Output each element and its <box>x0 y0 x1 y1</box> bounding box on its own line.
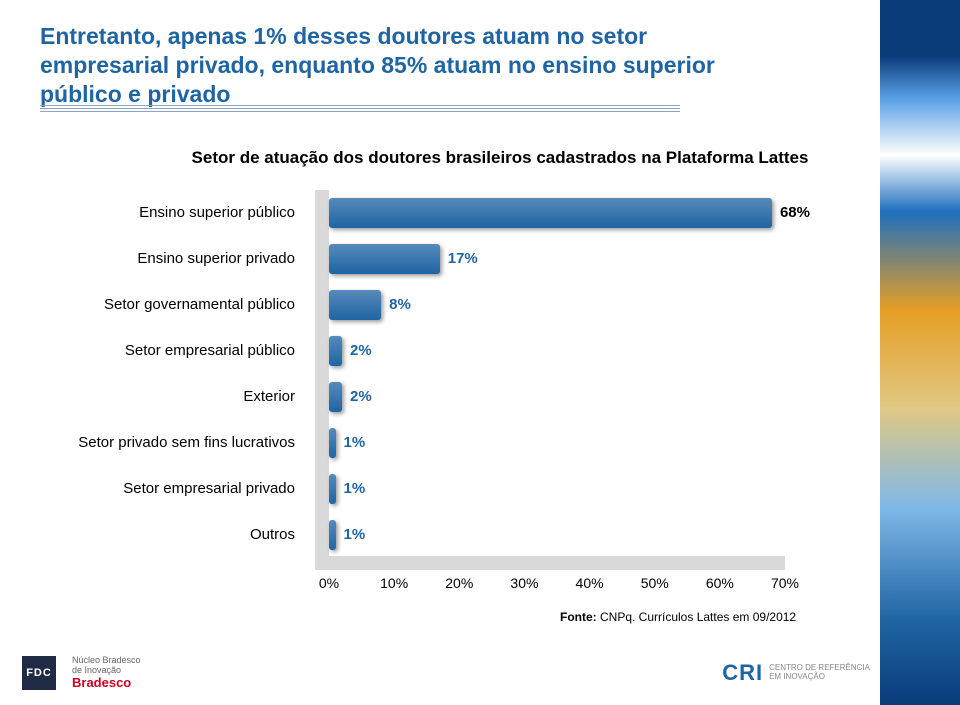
bar-chart: 68%17%8%2%2%1%1%1% Ensino superior públi… <box>65 190 805 610</box>
chart-subtitle: Setor de atuação dos doutores brasileiro… <box>180 148 820 168</box>
x-axis: 0%10%20%30%40%50%60%70% <box>329 575 785 599</box>
category-label: Ensino superior público <box>65 204 305 221</box>
bar <box>329 198 772 228</box>
category-label: Outros <box>65 526 305 543</box>
category-label: Setor empresarial público <box>65 342 305 359</box>
bradesco-block: Núcleo Bradesco de Inovação Bradesco <box>72 656 141 691</box>
category-label: Setor empresarial privado <box>65 480 305 497</box>
decorative-stripe <box>880 0 960 705</box>
title-rule <box>40 105 680 113</box>
slide: { "title": "Entretanto, apenas 1% desses… <box>0 0 960 705</box>
bar <box>329 382 342 412</box>
x-tick: 0% <box>319 575 339 591</box>
footer: FDC Núcleo Bradesco de Inovação Bradesco… <box>20 649 870 697</box>
bradesco-brand: Bradesco <box>72 675 141 690</box>
cri-logo: CRI CENTRO DE REFERÊNCIA EM INOVAÇÃO <box>722 660 870 686</box>
footer-left: FDC Núcleo Bradesco de Inovação Bradesco <box>20 654 141 692</box>
category-label: Setor governamental público <box>65 296 305 313</box>
bar <box>329 244 440 274</box>
cri-sub: CENTRO DE REFERÊNCIA EM INOVAÇÃO <box>769 664 870 682</box>
x-tick: 60% <box>706 575 734 591</box>
x-tick: 50% <box>641 575 669 591</box>
category-label: Setor privado sem fins lucrativos <box>65 434 305 451</box>
plot-area: 68%17%8%2%2%1%1%1% <box>315 190 785 570</box>
source-note: Fonte: CNPq. Currículos Lattes em 09/201… <box>560 610 796 624</box>
bradesco-line2: de Inovação <box>72 666 141 676</box>
bar-value-label: 2% <box>350 388 372 405</box>
x-tick: 30% <box>510 575 538 591</box>
x-tick: 40% <box>576 575 604 591</box>
bar-value-label: 1% <box>344 434 366 451</box>
bar <box>329 474 336 504</box>
bar <box>329 428 336 458</box>
page-title: Entretanto, apenas 1% desses doutores at… <box>40 22 720 108</box>
x-tick: 70% <box>771 575 799 591</box>
bar-value-label: 17% <box>448 250 478 267</box>
source-text: CNPq. Currículos Lattes em 09/2012 <box>600 610 796 624</box>
source-prefix: Fonte: <box>560 610 600 624</box>
bar-value-label: 2% <box>350 342 372 359</box>
x-tick: 10% <box>380 575 408 591</box>
bar-value-label: 1% <box>344 480 366 497</box>
bar-value-label: 1% <box>344 526 366 543</box>
bar <box>329 520 336 550</box>
category-label: Exterior <box>65 388 305 405</box>
bar-value-label: 8% <box>389 296 411 313</box>
x-tick: 20% <box>445 575 473 591</box>
bar <box>329 336 342 366</box>
bar-value-label: 68% <box>780 204 810 221</box>
category-label: Ensino superior privado <box>65 250 305 267</box>
bar <box>329 290 381 320</box>
fdc-logo: FDC <box>20 654 58 692</box>
cri-text: CRI <box>722 660 763 686</box>
